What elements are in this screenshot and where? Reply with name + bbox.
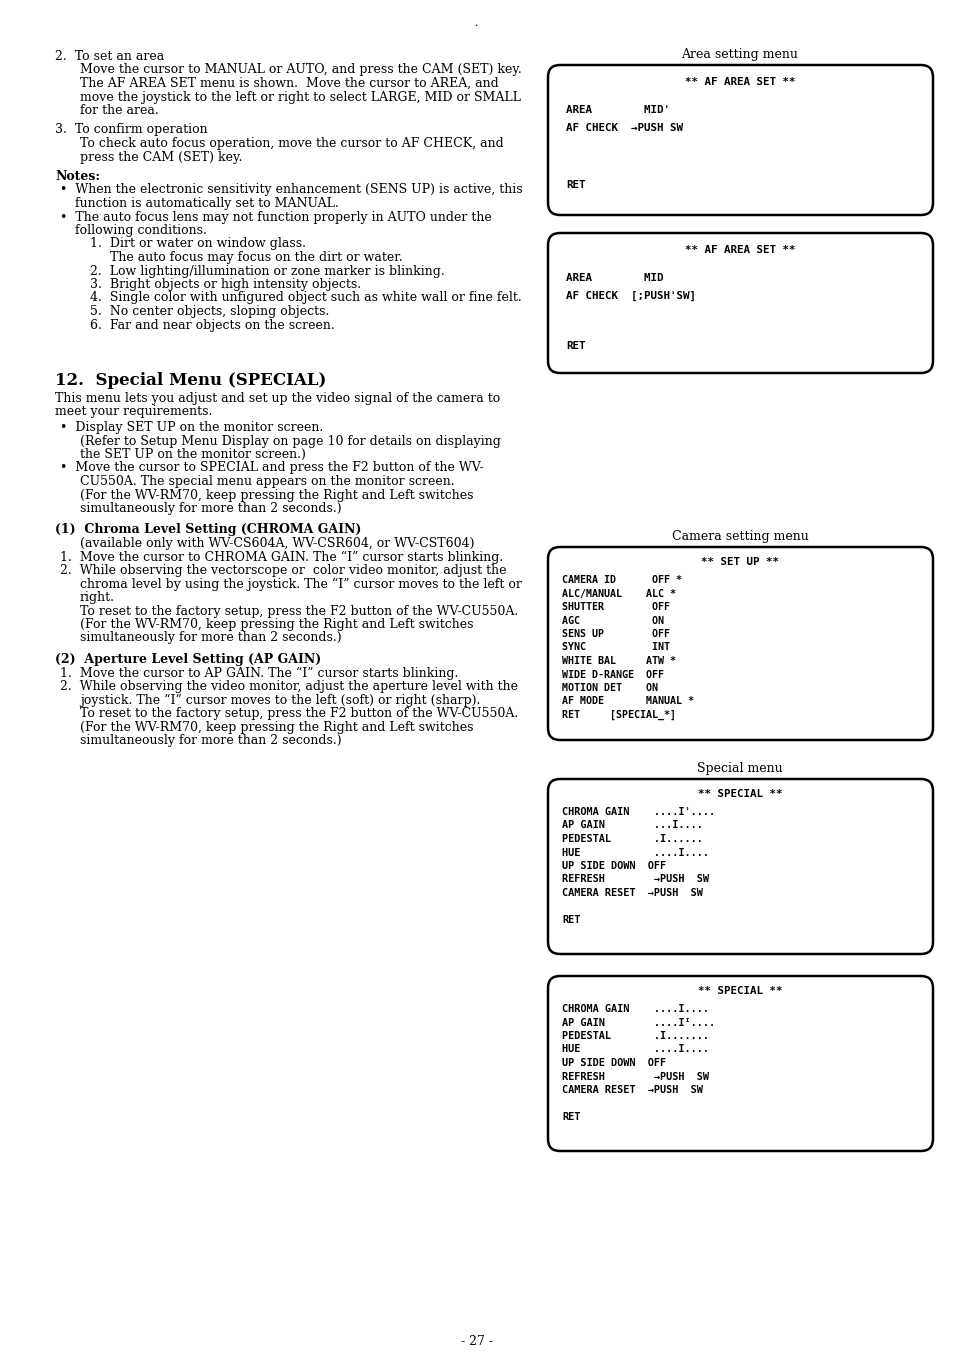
Text: joystick. The “I” cursor moves to the left (soft) or right (sharp).: joystick. The “I” cursor moves to the le… [80,693,480,707]
Text: •  Move the cursor to SPECIAL and press the F2 button of the WV-: • Move the cursor to SPECIAL and press t… [60,461,483,475]
Text: RET: RET [561,1112,579,1123]
Text: AF CHECK  [;PUSHʾSW]: AF CHECK [;PUSHʾSW] [565,291,696,301]
Text: HUE            ....I....: HUE ....I.... [561,1045,708,1054]
Text: SENS UP        OFF: SENS UP OFF [561,629,669,638]
Text: CAMERA ID      OFF *: CAMERA ID OFF * [561,576,681,585]
Text: 3.  To confirm operation: 3. To confirm operation [55,124,208,136]
Text: ** AF AREA SET **: ** AF AREA SET ** [684,76,795,87]
Text: •  When the electronic sensitivity enhancement (SENS UP) is active, this: • When the electronic sensitivity enhanc… [60,184,522,196]
Text: HUE            ....I....: HUE ....I.... [561,847,708,858]
Text: CHROMA GAIN    ....I....: CHROMA GAIN ....I.... [561,1004,708,1013]
FancyBboxPatch shape [547,977,932,1151]
FancyBboxPatch shape [547,233,932,372]
Text: PEDESTAL       .I.......: PEDESTAL .I....... [561,1031,708,1041]
Text: AF MODE       MANUAL *: AF MODE MANUAL * [561,697,693,707]
Text: CAMERA RESET  →PUSH  SW: CAMERA RESET →PUSH SW [561,1084,702,1095]
Text: AREA        MIDʾ: AREA MIDʾ [565,105,669,115]
Text: The auto focus may focus on the dirt or water.: The auto focus may focus on the dirt or … [90,251,402,265]
Text: •  The auto focus lens may not function properly in AUTO under the: • The auto focus lens may not function p… [60,210,491,224]
Text: PEDESTAL       .I......: PEDESTAL .I...... [561,833,702,844]
Text: ** SET UP **: ** SET UP ** [700,557,779,567]
Text: ** SPECIAL **: ** SPECIAL ** [698,986,781,996]
FancyBboxPatch shape [547,547,932,741]
Text: 2.  While observing the vectorscope or  color video monitor, adjust the: 2. While observing the vectorscope or co… [60,563,506,577]
Text: REFRESH        →PUSH  SW: REFRESH →PUSH SW [561,874,708,884]
Text: 12.  Special Menu (SPECIAL): 12. Special Menu (SPECIAL) [55,372,326,389]
Text: for the area.: for the area. [80,104,158,117]
Text: (2)  Aperture Level Setting (AP GAIN): (2) Aperture Level Setting (AP GAIN) [55,653,321,666]
Text: AP GAIN        ...I....: AP GAIN ...I.... [561,821,702,831]
Text: To reset to the factory setup, press the F2 button of the WV-CU550A.: To reset to the factory setup, press the… [80,604,517,618]
Text: 2.  To set an area: 2. To set an area [55,50,164,63]
Text: WHITE BAL     ATW *: WHITE BAL ATW * [561,656,676,666]
Text: Notes:: Notes: [55,170,100,183]
Text: RET: RET [561,915,579,925]
Text: simultaneously for more than 2 seconds.): simultaneously for more than 2 seconds.) [80,632,341,645]
Text: 2.  Low lighting/illumination or zone marker is blinking.: 2. Low lighting/illumination or zone mar… [90,265,444,277]
Text: Move the cursor to MANUAL or AUTO, and press the CAM (SET) key.: Move the cursor to MANUAL or AUTO, and p… [80,64,521,76]
Text: CU550A. The special menu appears on the monitor screen.: CU550A. The special menu appears on the … [80,475,455,488]
Text: (Refer to Setup Menu Display on page 10 for details on displaying: (Refer to Setup Menu Display on page 10 … [80,435,500,447]
Text: simultaneously for more than 2 seconds.): simultaneously for more than 2 seconds.) [80,734,341,747]
Text: SHUTTER        OFF: SHUTTER OFF [561,602,669,612]
Text: 3.  Bright objects or high intensity objects.: 3. Bright objects or high intensity obje… [90,278,361,291]
Text: CHROMA GAIN    ....Iʾ....: CHROMA GAIN ....Iʾ.... [561,807,715,817]
Text: 2.  While observing the video monitor, adjust the aperture level with the: 2. While observing the video monitor, ad… [60,681,517,693]
Text: following conditions.: following conditions. [75,224,207,237]
Text: 1.  Dirt or water on window glass.: 1. Dirt or water on window glass. [90,237,306,251]
Text: the SET UP on the monitor screen.): the SET UP on the monitor screen.) [80,447,306,461]
Text: .: . [475,18,478,29]
Text: ALC/MANUAL    ALC *: ALC/MANUAL ALC * [561,588,676,599]
Text: (For the WV-RM70, keep pressing the Right and Left switches: (For the WV-RM70, keep pressing the Righ… [80,618,473,632]
Text: chroma level by using the joystick. The “I” cursor moves to the left or: chroma level by using the joystick. The … [80,577,521,591]
Text: CAMERA RESET  →PUSH  SW: CAMERA RESET →PUSH SW [561,888,702,898]
Text: UP SIDE DOWN  OFF: UP SIDE DOWN OFF [561,861,665,872]
Text: 1.  Move the cursor to AP GAIN. The “I” cursor starts blinking.: 1. Move the cursor to AP GAIN. The “I” c… [60,667,457,679]
Text: REFRESH        →PUSH  SW: REFRESH →PUSH SW [561,1072,708,1082]
Text: - 27 -: - 27 - [460,1335,493,1348]
Text: ** AF AREA SET **: ** AF AREA SET ** [684,246,795,255]
Text: 6.  Far and near objects on the screen.: 6. Far and near objects on the screen. [90,319,335,331]
Text: move the joystick to the left or right to select LARGE, MID or SMALL: move the joystick to the left or right t… [80,90,520,104]
Text: 1.  Move the cursor to CHROMA GAIN. The “I” cursor starts blinking.: 1. Move the cursor to CHROMA GAIN. The “… [60,551,503,563]
Text: Camera setting menu: Camera setting menu [671,531,807,543]
Text: RET: RET [565,341,585,351]
FancyBboxPatch shape [547,779,932,953]
Text: RET     [SPECIAL_*]: RET [SPECIAL_*] [561,711,676,720]
Text: To reset to the factory setup, press the F2 button of the WV-CU550A.: To reset to the factory setup, press the… [80,707,517,720]
Text: SYNC           INT: SYNC INT [561,642,669,652]
Text: AREA        MID: AREA MID [565,273,662,282]
Text: ** SPECIAL **: ** SPECIAL ** [698,788,781,799]
Text: AP GAIN        ....Iᴵ....: AP GAIN ....Iᴵ.... [561,1018,715,1027]
Text: (For the WV-RM70, keep pressing the Right and Left switches: (For the WV-RM70, keep pressing the Righ… [80,488,473,502]
Text: MOTION DET    ON: MOTION DET ON [561,683,658,693]
Text: •  Display SET UP on the monitor screen.: • Display SET UP on the monitor screen. [60,421,323,434]
Text: Special menu: Special menu [697,762,782,775]
Text: 5.  No center objects, sloping objects.: 5. No center objects, sloping objects. [90,306,329,318]
Text: AF CHECK  →PUSH SW: AF CHECK →PUSH SW [565,123,682,134]
Text: To check auto focus operation, move the cursor to AF CHECK, and: To check auto focus operation, move the … [80,136,503,150]
Text: WIDE D-RANGE  OFF: WIDE D-RANGE OFF [561,670,663,679]
Text: simultaneously for more than 2 seconds.): simultaneously for more than 2 seconds.) [80,502,341,516]
Text: (1)  Chroma Level Setting (CHROMA GAIN): (1) Chroma Level Setting (CHROMA GAIN) [55,524,361,536]
FancyBboxPatch shape [547,65,932,216]
Text: press the CAM (SET) key.: press the CAM (SET) key. [80,150,242,164]
Text: This menu lets you adjust and set up the video signal of the camera to: This menu lets you adjust and set up the… [55,391,499,405]
Text: UP SIDE DOWN  OFF: UP SIDE DOWN OFF [561,1058,665,1068]
Text: AGC            ON: AGC ON [561,615,663,626]
Text: Area setting menu: Area setting menu [680,48,798,61]
Text: (For the WV-RM70, keep pressing the Right and Left switches: (For the WV-RM70, keep pressing the Righ… [80,720,473,734]
Text: 4.  Single color with unfigured object such as white wall or fine felt.: 4. Single color with unfigured object su… [90,292,521,304]
Text: RET: RET [565,180,585,190]
Text: (available only with WV-CS604A, WV-CSR604, or WV-CST604): (available only with WV-CS604A, WV-CSR60… [80,537,474,550]
Text: The AF AREA SET menu is shown.  Move the cursor to AREA, and: The AF AREA SET menu is shown. Move the … [80,76,498,90]
Text: meet your requirements.: meet your requirements. [55,405,213,419]
Text: function is automatically set to MANUAL.: function is automatically set to MANUAL. [75,196,338,210]
Text: right.: right. [80,591,115,604]
